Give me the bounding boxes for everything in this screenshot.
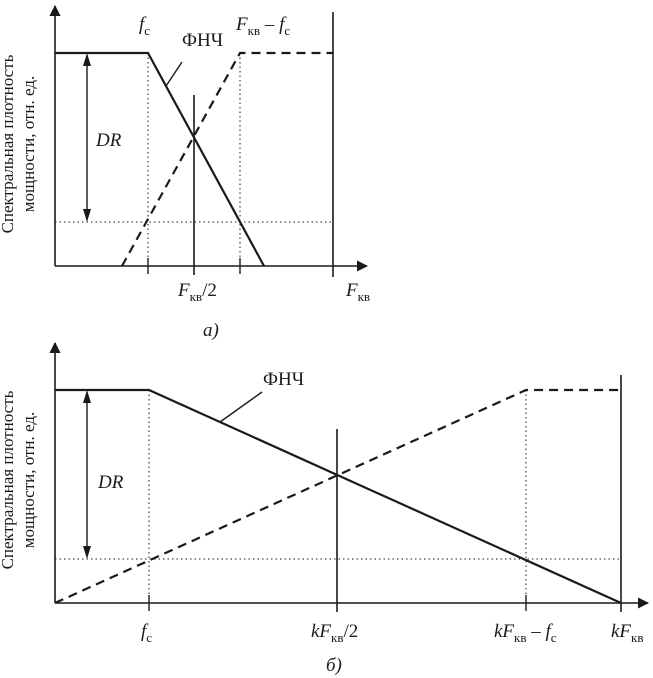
panel-a-top-fc-label: fc bbox=[139, 14, 150, 38]
panel-a-half-fkv-sub: кв bbox=[190, 289, 202, 304]
panel-b-fc-label: fc bbox=[141, 621, 152, 645]
panel-b-dr-label: DR bbox=[97, 472, 124, 493]
panel-a-fkv-sub: кв bbox=[358, 289, 370, 304]
panel-b-lpf-label: ФНЧ bbox=[263, 369, 304, 390]
panel-b-kfkv-main: kF bbox=[611, 621, 631, 642]
panel-a-aliased-curve bbox=[121, 51, 333, 267]
panel-a-fkv-label: Fкв bbox=[345, 280, 370, 304]
panel-b-kfkv-label: kFкв bbox=[611, 621, 644, 645]
panel-a-y-axis-label-line1: Спектральная плотность bbox=[0, 54, 17, 233]
panel-a-top-fc-sub: c bbox=[144, 23, 150, 38]
panel-a-lpf-label: ФНЧ bbox=[182, 30, 223, 51]
panel-a-dr-arrowhead-bottom bbox=[83, 209, 91, 222]
panel-b: Спектральная плотность мощности, отн. ед… bbox=[0, 341, 650, 676]
panel-b-diff-label: kFкв – fc bbox=[494, 621, 557, 645]
panel-b-diff-sub: кв bbox=[514, 630, 526, 645]
panel-b-half-kfkv-sub: кв bbox=[331, 630, 343, 645]
panel-b-lpf-curve bbox=[55, 388, 622, 605]
panel-a-half-fkv-tail: /2 bbox=[202, 280, 217, 301]
panel-a-dr-arrowhead-top bbox=[83, 53, 91, 66]
panel-a-top-fkv-fc-mid: – f bbox=[260, 14, 287, 35]
panel-a-top-fkv-fc-main: F bbox=[235, 14, 248, 35]
panel-a-half-fkv-label: Fкв/2 bbox=[177, 280, 217, 304]
panel-b-fc-main: f bbox=[141, 621, 149, 642]
panel-a-lpf-leader bbox=[165, 61, 183, 87]
panel-b-y-axis-label-line2: мощности, отн. ед. bbox=[19, 412, 38, 548]
panel-b-y-axis-label-line1: Спектральная плотность bbox=[0, 390, 17, 569]
panel-b-kfkv-sub: кв bbox=[631, 630, 643, 645]
panel-b-diff-main: kF bbox=[494, 621, 514, 642]
panel-b-fc-sub: c bbox=[146, 630, 152, 645]
panel-a-fkv-main: F bbox=[345, 280, 358, 301]
panel-a-lpf-curve bbox=[55, 51, 265, 267]
panel-b-lpf-leader bbox=[219, 391, 263, 423]
panel-b-dr-arrowhead-top bbox=[83, 390, 91, 403]
panel-b-half-kfkv-label: kFкв/2 bbox=[311, 621, 358, 645]
panel-b-dr-arrowhead-bottom bbox=[83, 546, 91, 559]
panel-a-y-axis-label-line2: мощности, отн. ед. bbox=[19, 76, 38, 212]
panel-a-top-fkv-fc-sub2: c bbox=[284, 23, 290, 38]
panel-a-half-fkv-main: F bbox=[177, 280, 190, 301]
panel-b-caption: б) bbox=[326, 655, 342, 676]
panel-a-top-fc-main: f bbox=[139, 14, 147, 35]
panel-a-top-fkv-fc-sub: кв bbox=[248, 23, 260, 38]
panel-a-caption: а) bbox=[203, 320, 219, 341]
panel-b-half-kfkv-main: kF bbox=[311, 621, 331, 642]
panel-a: Спектральная плотность мощности, отн. ед… bbox=[0, 4, 370, 341]
panel-b-diff-mid: – f bbox=[527, 621, 554, 642]
panel-b-aliased-curve bbox=[54, 388, 621, 605]
panel-a-dr-label: DR bbox=[95, 130, 122, 151]
panel-a-top-fkv-fc-label: Fкв – fc bbox=[235, 14, 290, 38]
panel-b-diff-sub2: c bbox=[551, 630, 557, 645]
panel-b-half-kfkv-tail: /2 bbox=[344, 621, 359, 642]
